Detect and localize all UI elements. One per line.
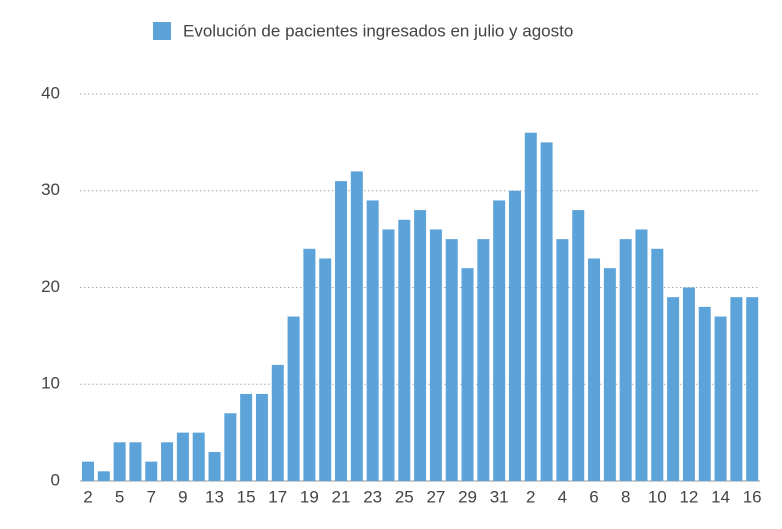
legend-label: Evolución de pacientes ingresados en jul… <box>183 21 573 40</box>
legend-swatch <box>153 22 171 40</box>
x-tick-label: 2 <box>526 487 535 506</box>
bar <box>271 364 284 481</box>
x-tick-label: 9 <box>178 487 187 506</box>
y-tick-label: 30 <box>41 180 60 199</box>
x-tick-label: 7 <box>147 487 156 506</box>
x-tick-label: 10 <box>648 487 667 506</box>
bar <box>714 316 727 481</box>
bar <box>461 268 474 481</box>
bar <box>382 229 395 481</box>
x-tick-label: 6 <box>589 487 598 506</box>
y-tick-label: 20 <box>41 277 60 296</box>
bar <box>97 471 110 481</box>
x-tick-label: 5 <box>115 487 124 506</box>
x-tick-label: 25 <box>395 487 414 506</box>
bar <box>508 190 521 481</box>
bar <box>651 248 664 481</box>
bar <box>303 248 316 481</box>
bar <box>730 297 743 481</box>
bar <box>335 181 348 481</box>
x-tick-label: 31 <box>490 487 509 506</box>
x-tick-label: 16 <box>743 487 762 506</box>
x-tick-label: 4 <box>558 487 567 506</box>
x-tick-label: 29 <box>458 487 477 506</box>
bar <box>350 171 363 481</box>
bar <box>540 142 553 481</box>
bar <box>208 451 221 481</box>
bar <box>145 461 158 481</box>
x-tick-label: 15 <box>237 487 256 506</box>
x-tick-label: 12 <box>679 487 698 506</box>
bar <box>240 393 253 481</box>
x-tick-label: 8 <box>621 487 630 506</box>
bar <box>414 210 427 481</box>
bar <box>319 258 332 481</box>
bar <box>113 442 126 481</box>
bar <box>556 239 569 481</box>
bar <box>635 229 648 481</box>
bar <box>161 442 174 481</box>
bar <box>746 297 759 481</box>
bar <box>619 239 632 481</box>
y-tick-label: 40 <box>41 83 60 102</box>
bar <box>129 442 142 481</box>
x-tick-label: 19 <box>300 487 319 506</box>
x-tick-label: 27 <box>426 487 445 506</box>
x-tick-label: 14 <box>711 487 730 506</box>
bar <box>572 210 585 481</box>
y-tick-label: 0 <box>51 470 60 489</box>
bar <box>682 287 695 481</box>
bar <box>603 268 616 481</box>
bar <box>667 297 680 481</box>
bar <box>192 432 205 481</box>
bar <box>588 258 601 481</box>
bar <box>176 432 189 481</box>
bar <box>366 200 379 482</box>
x-tick-label: 2 <box>83 487 92 506</box>
bar <box>445 239 458 481</box>
x-tick-label: 13 <box>205 487 224 506</box>
x-tick-label: 23 <box>363 487 382 506</box>
x-tick-label: 21 <box>332 487 351 506</box>
bar <box>429 229 442 481</box>
bar <box>524 132 537 481</box>
bar <box>493 200 506 482</box>
x-tick-label: 17 <box>268 487 287 506</box>
bar <box>477 239 490 481</box>
bar <box>82 461 94 481</box>
y-tick-label: 10 <box>41 374 60 393</box>
bar <box>698 306 711 481</box>
bar <box>398 219 411 481</box>
bar <box>224 413 237 481</box>
bar <box>287 316 300 481</box>
bar <box>255 393 268 481</box>
